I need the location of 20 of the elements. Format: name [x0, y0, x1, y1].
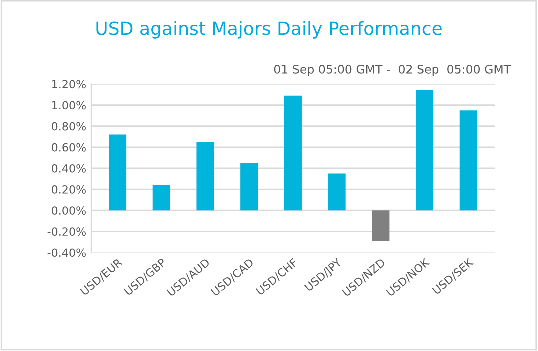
chart-title: USD against Majors Daily Performance	[96, 21, 442, 39]
y-tick-label: 0.20%	[52, 186, 86, 194]
chart-subtitle: 01 Sep 05:00 GMT - 02 Sep 05:00 GMT	[274, 64, 512, 76]
y-tick-label: 0.60%	[52, 143, 86, 152]
y-tick-label: 0.00%	[52, 206, 86, 215]
y-tick-label: 1.20%	[52, 80, 86, 89]
y-tick-label: -0.40%	[48, 248, 86, 258]
bar	[240, 163, 258, 211]
bar	[196, 142, 214, 211]
bar	[372, 210, 390, 242]
y-tick-label: 1.00%	[52, 101, 86, 110]
bar	[284, 96, 302, 211]
bar	[109, 134, 127, 211]
y-tick-label: 0.40%	[52, 164, 86, 173]
bar	[416, 90, 434, 211]
bar	[328, 174, 346, 211]
bar	[460, 110, 478, 211]
bar	[152, 185, 170, 211]
y-tick-label: 0.80%	[52, 122, 86, 131]
y-tick-label: -0.20%	[48, 228, 86, 236]
